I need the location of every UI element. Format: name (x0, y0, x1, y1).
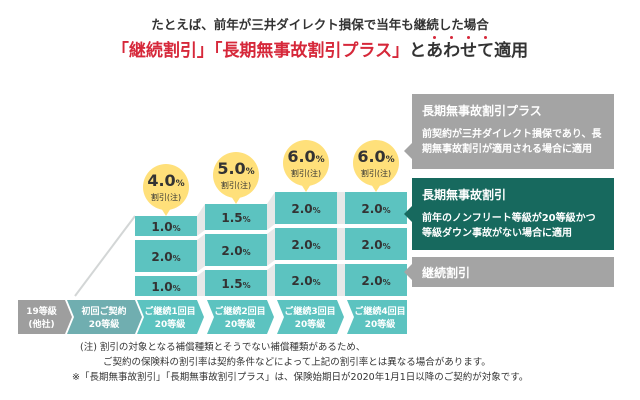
category-label-line2: 20等級 (365, 318, 396, 330)
category-label-line2: 20等級 (225, 318, 256, 330)
legend-box-long-term-plus: 長期無事故割引プラス 前契約が三井ダイレクト損保であり、長期無事故割引が適用され… (412, 94, 614, 169)
bar-segment (205, 234, 267, 266)
category-label-line2: 20等級 (155, 318, 186, 330)
segment-value-label: 2.0% (221, 244, 250, 258)
header-emph-char: わ (443, 41, 461, 61)
connector-line (74, 215, 136, 297)
category-axis-segment (67, 300, 142, 334)
bar-segment (345, 192, 407, 224)
bar-segment (135, 216, 197, 236)
connector-ribbon (267, 264, 275, 296)
segment-value-label: 1.5% (221, 211, 250, 225)
segment-value-label: 1.0% (151, 220, 180, 234)
legend-title-long-term: 長期無事故割引 (422, 188, 507, 202)
bar-segment (345, 264, 407, 296)
category-label-line2: (他社) (28, 318, 54, 330)
bar-segment (345, 228, 407, 260)
connector-ribbon (337, 228, 345, 260)
connector-ribbon (197, 234, 205, 272)
total-value-label: 4.0% (147, 171, 184, 190)
legend-title-continuation: 継続割引 (422, 266, 471, 280)
category-label-line2: 20等級 (295, 318, 326, 330)
legend-desc-long-term: 前年のノンフリート等級が20等級かつ等級ダウン事故がない場合に適用 (422, 212, 596, 240)
bar-segment (205, 270, 267, 296)
header-emph-char: て (477, 41, 495, 61)
total-bubble-pointer (161, 208, 171, 216)
header-emph-char: せ (460, 41, 478, 61)
connector-ribbon (337, 192, 345, 224)
total-bubble (353, 140, 399, 186)
segment-value-label: 2.0% (361, 274, 390, 288)
segment-value-label: 2.0% (361, 238, 390, 252)
segment-value-label: 2.0% (361, 202, 390, 216)
total-caption: 割引(注) (151, 192, 181, 202)
header-tail: 適用 (494, 41, 529, 61)
connector-ribbon (197, 204, 205, 236)
bar-segment (275, 228, 337, 260)
total-caption: 割引(注) (361, 168, 391, 178)
category-label-line1: ご継続4回目 (354, 305, 405, 317)
segment-value-label: 2.0% (291, 202, 320, 216)
total-caption: 割引(注) (221, 180, 251, 190)
connector-ribbon (197, 270, 205, 296)
segment-value-label: 2.0% (291, 274, 320, 288)
segment-value-label: 1.5% (221, 277, 250, 291)
footnote-line2: ご契約の保険料の割引率は契約条件などによって上記の割引率とは異なる場合があります… (103, 357, 491, 369)
legend-pointer-cont (404, 264, 412, 280)
footnote-line1: (注) 割引の対象となる補償種類とそうでない補償種類があるため、 (80, 342, 366, 353)
header-to: と (409, 41, 427, 61)
legend-pointer-plus (404, 143, 412, 159)
category-axis-segment (207, 300, 274, 334)
category-axis-segment (277, 300, 344, 334)
total-caption: 割引(注) (291, 168, 321, 178)
header-line2: 「継続割引」「長期無事故割引プラス」とあわせて適用 (0, 36, 640, 61)
total-value-label: 6.0% (287, 147, 324, 166)
legend-desc-long-term-plus: 前契約が三井ダイレクト損保であり、長期無事故割引が適用される場合に適用 (422, 128, 602, 156)
legend-box-continuation: 継続割引 (412, 257, 614, 287)
category-label-line1: ご継続3回目 (284, 305, 335, 317)
connector-ribbon (337, 264, 345, 296)
bar-segment (135, 276, 197, 296)
total-bubble (213, 152, 259, 198)
category-label-line1: 初回ご契約 (81, 305, 126, 317)
connector-ribbon (267, 228, 275, 266)
category-axis-segment (137, 300, 204, 334)
header-discount-names: 「継続割引」「長期無事故割引プラス」 (111, 41, 410, 61)
segment-value-label: 2.0% (151, 250, 180, 264)
segment-value-label: 2.0% (291, 238, 320, 252)
total-value-label: 6.0% (357, 147, 394, 166)
total-bubble-pointer (301, 184, 311, 192)
category-axis-segment (347, 300, 407, 334)
header-emph-char: あ (426, 41, 444, 61)
category-label-line1: ご継続2回目 (214, 305, 265, 317)
bar-segment (275, 264, 337, 296)
legend-title-long-term-plus: 長期無事故割引プラス (422, 104, 542, 118)
bar-segment (135, 240, 197, 272)
total-bubble (143, 164, 189, 210)
total-bubble (283, 140, 329, 186)
legend-box-long-term: 長期無事故割引 前年のノンフリート等級が20等級かつ等級ダウン事故がない場合に適… (412, 178, 614, 250)
category-axis-segment (18, 300, 72, 334)
total-bubble-pointer (231, 196, 241, 204)
footnotes: (注) 割引の対象となる補償種類とそうでない補償種類があるため、 ご契約の保険料… (72, 340, 528, 386)
bar-segment (205, 204, 267, 230)
connector-ribbon (267, 192, 275, 230)
category-label-line1: 19等級 (26, 305, 57, 317)
legend-pointer-long (404, 206, 412, 222)
total-bubble-pointer (371, 184, 381, 192)
segment-value-label: 1.0% (151, 280, 180, 294)
category-label-line2: 20等級 (89, 318, 120, 330)
bar-segment (275, 192, 337, 224)
total-value-label: 5.0% (217, 159, 254, 178)
category-label-line1: ご継続1回目 (144, 305, 195, 317)
footnote-line3: ※「長期無事故割引」「長期無事故割引プラス」は、保険始期日が2020年1月1日以… (72, 372, 529, 384)
header-line1: たとえば、前年が三井ダイレクト損保で当年も継続した場合 (151, 17, 489, 32)
